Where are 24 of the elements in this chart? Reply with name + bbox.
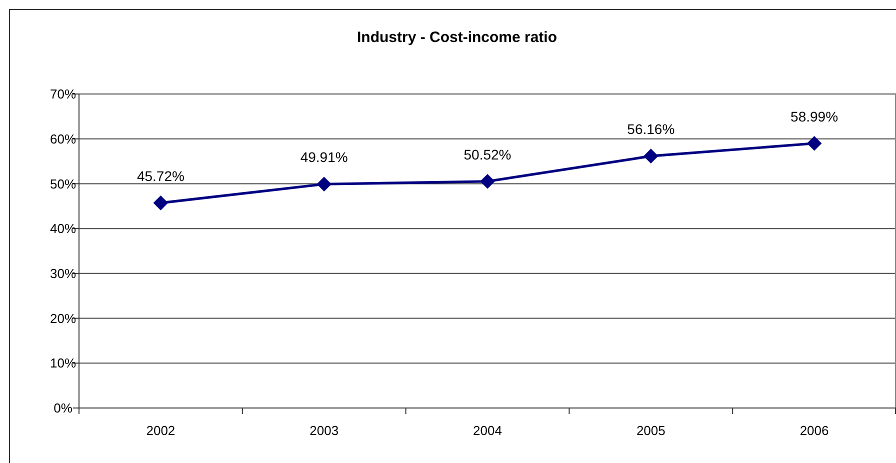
- x-tick-label: 2004: [473, 423, 502, 438]
- y-tick-label: 0%: [54, 400, 73, 416]
- x-tick-label: 2003: [310, 423, 339, 438]
- y-tick-label: 70%: [50, 86, 76, 102]
- x-tick-label: 2002: [146, 423, 176, 438]
- y-tick-label: 20%: [50, 310, 76, 326]
- point: [644, 148, 658, 164]
- x-tick-label: 2006: [800, 423, 829, 438]
- point: [480, 174, 495, 189]
- point: [807, 136, 822, 151]
- data-label: 49.91%: [300, 149, 348, 166]
- point: [153, 196, 168, 210]
- y-tick-label: 60%: [50, 131, 76, 146]
- y-tick-label: 40%: [50, 221, 76, 236]
- data-label: 58.99%: [790, 108, 838, 124]
- x-tick-label: 2005: [636, 423, 666, 438]
- point: [316, 176, 332, 192]
- chart-title: Industry - Cost-income ratio: [356, 29, 558, 46]
- y-tick-label: 50%: [50, 176, 76, 192]
- y-tick-label: 10%: [50, 356, 76, 371]
- data-label: 56.16%: [627, 121, 675, 138]
- y-tick-label: 30%: [50, 266, 76, 281]
- data-label: 50.52%: [464, 146, 512, 162]
- data-label: 45.72%: [136, 168, 184, 184]
